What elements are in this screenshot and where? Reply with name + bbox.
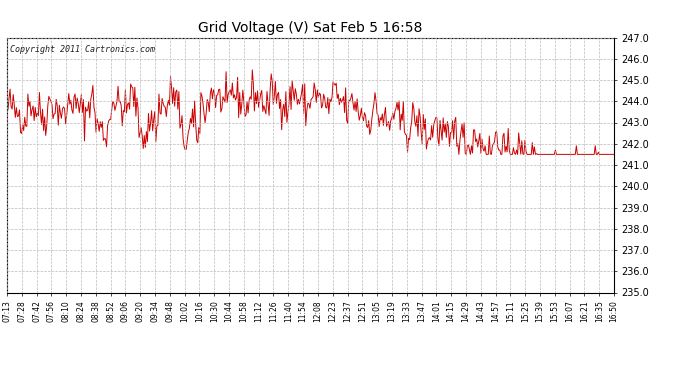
Text: Copyright 2011 Cartronics.com: Copyright 2011 Cartronics.com [10, 45, 155, 54]
Title: Grid Voltage (V) Sat Feb 5 16:58: Grid Voltage (V) Sat Feb 5 16:58 [198, 21, 423, 35]
